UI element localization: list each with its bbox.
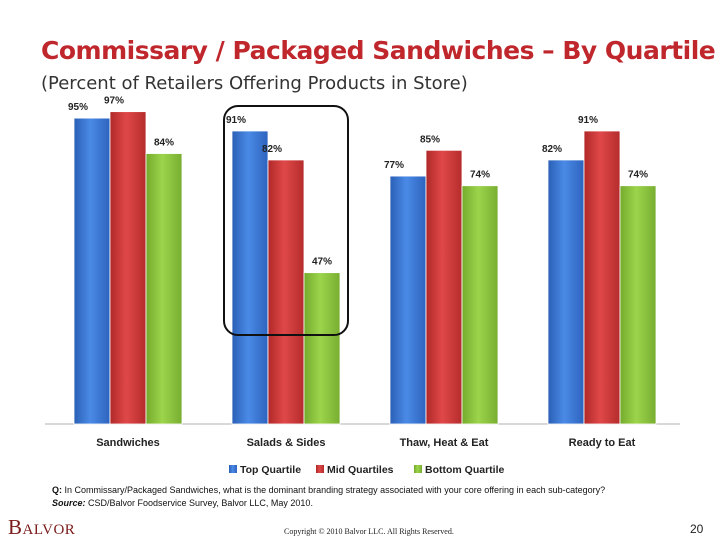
legend-swatch-bottom-quartile (414, 465, 422, 473)
bar-top-quartile-salads-sides (231, 130, 269, 425)
data-label-bottom-quartile-salads-sides: 47% (312, 257, 332, 268)
bar-chart: 95% 97% 84% 91% 82% 47% 77% 85% 74% 82% 91% 74% San… (45, 96, 680, 476)
legend-label-bottom-quartile: Bottom Quartile (425, 464, 504, 476)
data-label-top-quartile-ready-to-eat: 82% (542, 144, 562, 155)
source-note: Source: CSD/Balvor Foodservice Survey, B… (52, 498, 313, 508)
category-label-ready-to-eat: Ready to Eat (569, 437, 636, 449)
bar-top-quartile-ready-to-eat (547, 159, 585, 425)
bar-bottom-quartile-salads-sides (303, 272, 341, 425)
legend-label-top-quartile: Top Quartile (240, 464, 301, 476)
data-label-mid-quartiles-salads-sides: 82% (262, 144, 282, 155)
balvor-logo: Balvor (8, 515, 76, 539)
question-label: Q: (52, 485, 62, 495)
category-label-sandwiches: Sandwiches (96, 437, 160, 449)
category-label-thaw-heat-eat: Thaw, Heat & Eat (400, 437, 489, 449)
bar-mid-quartiles-salads-sides (267, 159, 305, 425)
data-label-top-quartile-sandwiches: 95% (68, 102, 88, 113)
data-label-top-quartile-thaw-heat-eat: 77% (384, 160, 404, 171)
data-label-mid-quartiles-sandwiches: 97% (104, 96, 124, 107)
question-note: Q: In Commissary/Packaged Sandwiches, wh… (52, 485, 605, 495)
bar-bottom-quartile-ready-to-eat (619, 185, 657, 425)
legend-swatch-mid-quartiles (316, 465, 324, 473)
source-text: CSD/Balvor Foodservice Survey, Balvor LL… (85, 498, 313, 508)
legend: Top Quartile Mid Quartiles Bottom Quartile (229, 464, 504, 476)
page-number: 20 (690, 522, 704, 536)
source-label: Source: (52, 498, 86, 508)
bar-mid-quartiles-thaw-heat-eat (425, 149, 463, 425)
slide-subtitle: (Percent of Retailers Offering Products … (41, 73, 468, 94)
data-label-top-quartile-salads-sides: 91% (226, 115, 246, 126)
bar-top-quartile-thaw-heat-eat (389, 175, 427, 425)
data-label-mid-quartiles-thaw-heat-eat: 85% (420, 134, 440, 145)
data-label-bottom-quartile-thaw-heat-eat: 74% (470, 170, 490, 181)
bar-top-quartile-sandwiches (73, 117, 111, 425)
question-text: In Commissary/Packaged Sandwiches, what … (62, 485, 606, 495)
category-label-salads-sides: Salads & Sides (247, 437, 326, 449)
bar-bottom-quartile-sandwiches (145, 153, 183, 425)
bar-mid-quartiles-sandwiches (109, 111, 147, 425)
legend-swatch-top-quartile (229, 465, 237, 473)
data-label-bottom-quartile-sandwiches: 84% (154, 138, 174, 149)
legend-label-mid-quartiles: Mid Quartiles (327, 464, 394, 476)
data-label-mid-quartiles-ready-to-eat: 91% (578, 115, 598, 126)
slide-title: Commissary / Packaged Sandwiches – By Qu… (41, 36, 716, 65)
data-label-bottom-quartile-ready-to-eat: 74% (628, 170, 648, 181)
bar-mid-quartiles-ready-to-eat (583, 130, 621, 425)
bar-bottom-quartile-thaw-heat-eat (461, 185, 499, 425)
copyright-text: Copyright © 2010 Balvor LLC. All Rights … (284, 527, 454, 536)
highlight-box (223, 104, 349, 337)
